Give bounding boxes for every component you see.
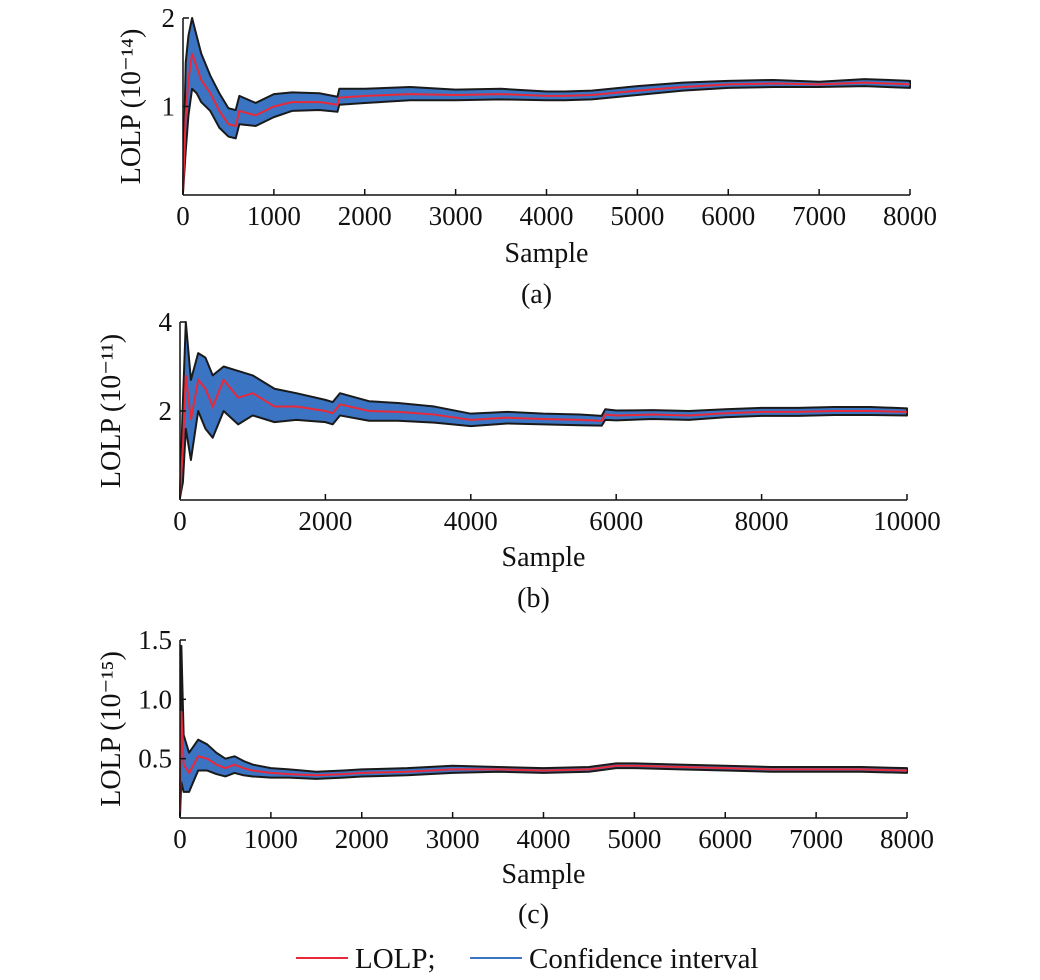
legend-label-confidence-interval: Confidence interval	[529, 943, 759, 975]
y-tick-label: 0.5	[138, 744, 172, 774]
x-axis-title: Sample	[502, 542, 586, 573]
x-tick-label: 8000	[880, 824, 934, 854]
x-tick-label: 4000	[520, 201, 574, 231]
x-tick-label: 6000	[589, 506, 643, 536]
legend-label-lolp: LOLP;	[355, 943, 436, 975]
x-tick-label: 7000	[792, 201, 846, 231]
y-tick-label: 1.0	[138, 684, 172, 714]
legend: LOLP; Confidence interval	[296, 943, 759, 975]
lolp-line	[179, 375, 908, 496]
y-tick-label: 1.5	[138, 625, 172, 655]
x-tick-label: 5000	[607, 824, 661, 854]
x-tick-label: 0	[173, 824, 187, 854]
x-tick-label: 0	[173, 506, 187, 536]
x-tick-label: 0	[176, 201, 190, 231]
y-axis-title: LOLP (10⁻¹¹)	[96, 334, 127, 488]
y-tick-label: 2	[162, 3, 176, 33]
y-axis-title: LOLP (10⁻¹⁵)	[96, 651, 127, 807]
x-tick-label: 8000	[883, 201, 937, 231]
x-tick-label: 1000	[244, 824, 298, 854]
x-tick-label: 2000	[335, 824, 389, 854]
y-axis-title: LOLP (10⁻¹⁴)	[116, 29, 147, 185]
x-tick-label: 3000	[429, 201, 483, 231]
panel-caption: (c)	[518, 899, 549, 930]
lolp-line	[179, 711, 908, 813]
panel-caption: (b)	[517, 583, 550, 614]
x-tick-label: 8000	[735, 506, 789, 536]
panel-caption: (a)	[521, 279, 552, 310]
y-tick-label: 1	[162, 92, 176, 122]
x-tick-label: 6000	[701, 201, 755, 231]
x-tick-label: 10000	[873, 506, 941, 536]
x-tick-label: 2000	[298, 506, 352, 536]
chart-panel-2: 0 2000 4000 6000 8000 10000 2 4 Sample LOLP (10⁻¹…	[96, 307, 941, 614]
confidence-interval-band	[179, 644, 908, 817]
x-tick-label: 1000	[247, 201, 301, 231]
x-tick-label: 7000	[789, 824, 843, 854]
x-tick-label: 6000	[698, 824, 752, 854]
y-tick-label: 2	[159, 396, 173, 426]
chart-panel-3: 0 1000 2000 3000 4000 5000 6000 7000 8000 0.5 1.0 1…	[96, 625, 934, 930]
x-tick-label: 5000	[610, 201, 664, 231]
confidence-interval-band	[182, 17, 911, 195]
y-tick-label: 4	[159, 307, 173, 337]
x-tick-label: 3000	[426, 824, 480, 854]
x-tick-label: 2000	[338, 201, 392, 231]
x-tick-label: 4000	[517, 824, 571, 854]
x-tick-label: 4000	[444, 506, 498, 536]
lolp-line	[182, 53, 911, 191]
x-axis-title: Sample	[502, 859, 586, 890]
confidence-interval-band	[179, 321, 908, 499]
chart-panel-1: 0 1000 2000 3000 4000 5000 6000 7000 8000 1 2 Sampl…	[116, 3, 937, 310]
x-axis-title: Sample	[505, 238, 589, 269]
